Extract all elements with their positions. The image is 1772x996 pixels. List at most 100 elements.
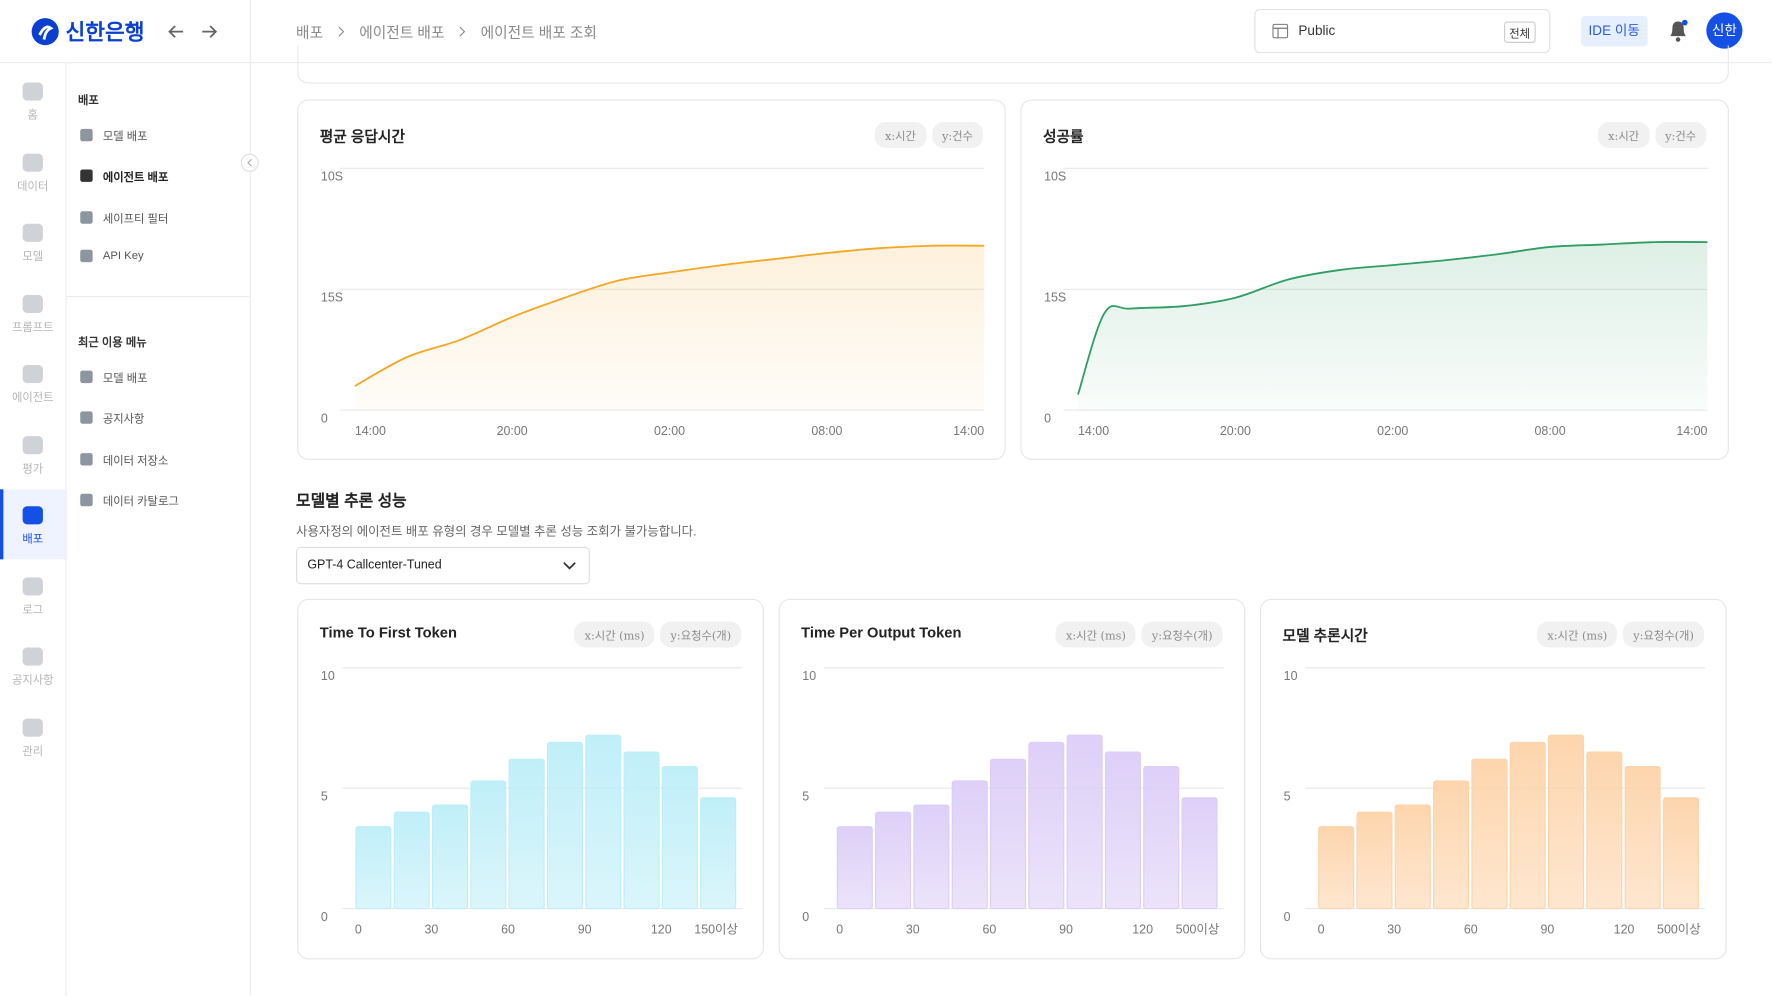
- bar: [661, 765, 698, 910]
- y-tick-label: 10S: [321, 170, 343, 184]
- axis-badges: x:시간 (ms) y:요청수(개): [1537, 621, 1705, 648]
- x-tick-label: 120: [651, 922, 672, 936]
- rail-item[interactable]: 홈: [0, 66, 66, 136]
- nav-icon: [80, 210, 93, 224]
- rail-item[interactable]: 공지사항: [0, 631, 66, 701]
- nav-item[interactable]: 에이전트 배포: [80, 168, 168, 185]
- bar: [1624, 765, 1661, 910]
- nav-icon: [80, 169, 93, 183]
- x-tick-label: 20:00: [497, 424, 528, 438]
- y-tick-label: 0: [802, 910, 809, 924]
- rail-icon: [22, 223, 43, 242]
- nav-label: 모델 배포: [102, 131, 148, 144]
- bar: [1143, 765, 1180, 910]
- workspace-select[interactable]: Public 전체: [1254, 9, 1551, 54]
- y-tick-label: 5: [802, 789, 809, 803]
- divider: [66, 296, 250, 298]
- x-tick-label: 20:00: [1220, 424, 1251, 438]
- nav-icon: [80, 493, 93, 507]
- bar: [393, 811, 430, 910]
- bar: [1471, 758, 1508, 910]
- x-tick-label: 150이상: [694, 922, 738, 936]
- breadcrumb-separator: [338, 26, 345, 36]
- rail-item[interactable]: 평가: [0, 419, 66, 489]
- logo[interactable]: 신한은행: [31, 16, 145, 47]
- breadcrumb: 배포 에이전트 배포 에이전트 배포 조회: [296, 20, 597, 41]
- model-select[interactable]: GPT-4 Callcenter-Tuned: [296, 546, 590, 585]
- axis-badge: y:건수: [1654, 122, 1707, 149]
- rail-icon: [22, 506, 43, 525]
- bar: [700, 797, 737, 910]
- rail-item[interactable]: 관리: [0, 701, 66, 771]
- nav-item[interactable]: 모델 배포: [80, 127, 148, 144]
- nav-label: 데이터 카탈로그: [102, 495, 179, 509]
- rail-item[interactable]: 데이터: [0, 136, 66, 206]
- bar: [1104, 751, 1141, 910]
- bar: [1028, 741, 1065, 910]
- breadcrumb-item[interactable]: 배포: [296, 23, 324, 41]
- breadcrumb-item[interactable]: 에이전트 배포: [359, 23, 445, 41]
- recent-item[interactable]: 데이터 저장소: [80, 450, 168, 467]
- avatar[interactable]: 신한: [1706, 12, 1743, 49]
- rail-label: 데이터: [17, 180, 49, 193]
- sub-navigation: 배포 최근 이용 메뉴 모델 배포 에이전트 배포 세이프티 필터 API Key 모델…: [66, 63, 259, 996]
- section-description: 사용자정의 에이전트 배포 유형의 경우 모델별 추론 성능 조회가 불가능합니…: [296, 525, 697, 540]
- bar: [1433, 780, 1470, 910]
- x-tick-label: 60: [983, 922, 997, 936]
- nav-icon: [80, 249, 93, 263]
- x-tick-label: 08:00: [811, 424, 842, 438]
- history-arrows[interactable]: [165, 20, 222, 43]
- nav-item[interactable]: API Key: [80, 249, 144, 263]
- chart-plot: 0 15S 10S 14:00 20:00 02:00 08:00 14:00: [321, 167, 984, 438]
- axis-badge: y:건수: [931, 122, 984, 149]
- x-tick-label: 120: [1132, 922, 1153, 936]
- rail-item[interactable]: 로그: [0, 560, 66, 630]
- rail-icon: [22, 153, 43, 172]
- rail-label: 배포: [22, 533, 44, 546]
- bar: [508, 758, 545, 910]
- axis-badge: y:요청수(개): [1623, 621, 1705, 648]
- chevron: [459, 26, 466, 36]
- collapse-button[interactable]: [240, 153, 259, 172]
- bar: [1356, 811, 1393, 910]
- x-tick-label: 120: [1614, 922, 1635, 936]
- x-tick-label: 08:00: [1535, 424, 1566, 438]
- x-tick-label: 30: [1387, 922, 1401, 936]
- rail-item[interactable]: 프롬프트: [0, 277, 66, 347]
- x-tick-label: 14:00: [953, 424, 984, 438]
- y-tick-label: 0: [1284, 910, 1291, 924]
- bell-icon[interactable]: [1667, 18, 1690, 43]
- nav-item[interactable]: 세이프티 필터: [80, 209, 168, 226]
- rail-icon: [22, 435, 43, 454]
- x-tick-label: 14:00: [355, 424, 386, 438]
- ide-button[interactable]: IDE 이동: [1580, 15, 1648, 47]
- nav-icon: [80, 128, 93, 142]
- header: 신한은행 배포 에이전트 배포 에이전트 배포 조회 Public 전체 IDE 이…: [0, 0, 1772, 64]
- rail-item[interactable]: 모델: [0, 207, 66, 277]
- chart-card: 모델 추론시간 x:시간 (ms) y:요청수(개) 0 5 10 0 30 60 90 120 50…: [1259, 598, 1727, 960]
- x-tick-label: 500이상: [1657, 922, 1701, 936]
- rail-label: 공지사항: [11, 674, 54, 688]
- chevron-down: [563, 562, 576, 570]
- bar: [989, 758, 1027, 910]
- chart-plot: 0 5 10 0 30 60 90 120 500이상: [1284, 667, 1706, 936]
- axis-badges: x:시간 y:건수: [874, 122, 984, 149]
- chart-title: 모델 추론시간: [1282, 627, 1368, 645]
- x-tick-label: 30: [425, 922, 439, 936]
- divider: [249, 0, 251, 63]
- chart-title: 평균 응답시간: [319, 127, 405, 145]
- recent-item[interactable]: 모델 배포: [80, 368, 148, 385]
- rail-icon: [22, 82, 43, 101]
- recent-item[interactable]: 공지사항: [80, 409, 144, 426]
- bar: [1586, 751, 1623, 910]
- axis-badges: x:시간 (ms) y:요청수(개): [574, 621, 742, 648]
- recent-item[interactable]: 데이터 카탈로그: [80, 491, 179, 508]
- rail-item[interactable]: 에이전트: [0, 348, 66, 418]
- breadcrumb-item[interactable]: 에이전트 배포 조회: [480, 23, 597, 41]
- bar: [875, 811, 912, 910]
- nav-label: 데이터 저장소: [102, 454, 169, 468]
- y-tick-label: 15S: [321, 291, 343, 305]
- rail-label: 관리: [22, 745, 44, 758]
- rail-item[interactable]: 배포: [0, 489, 66, 560]
